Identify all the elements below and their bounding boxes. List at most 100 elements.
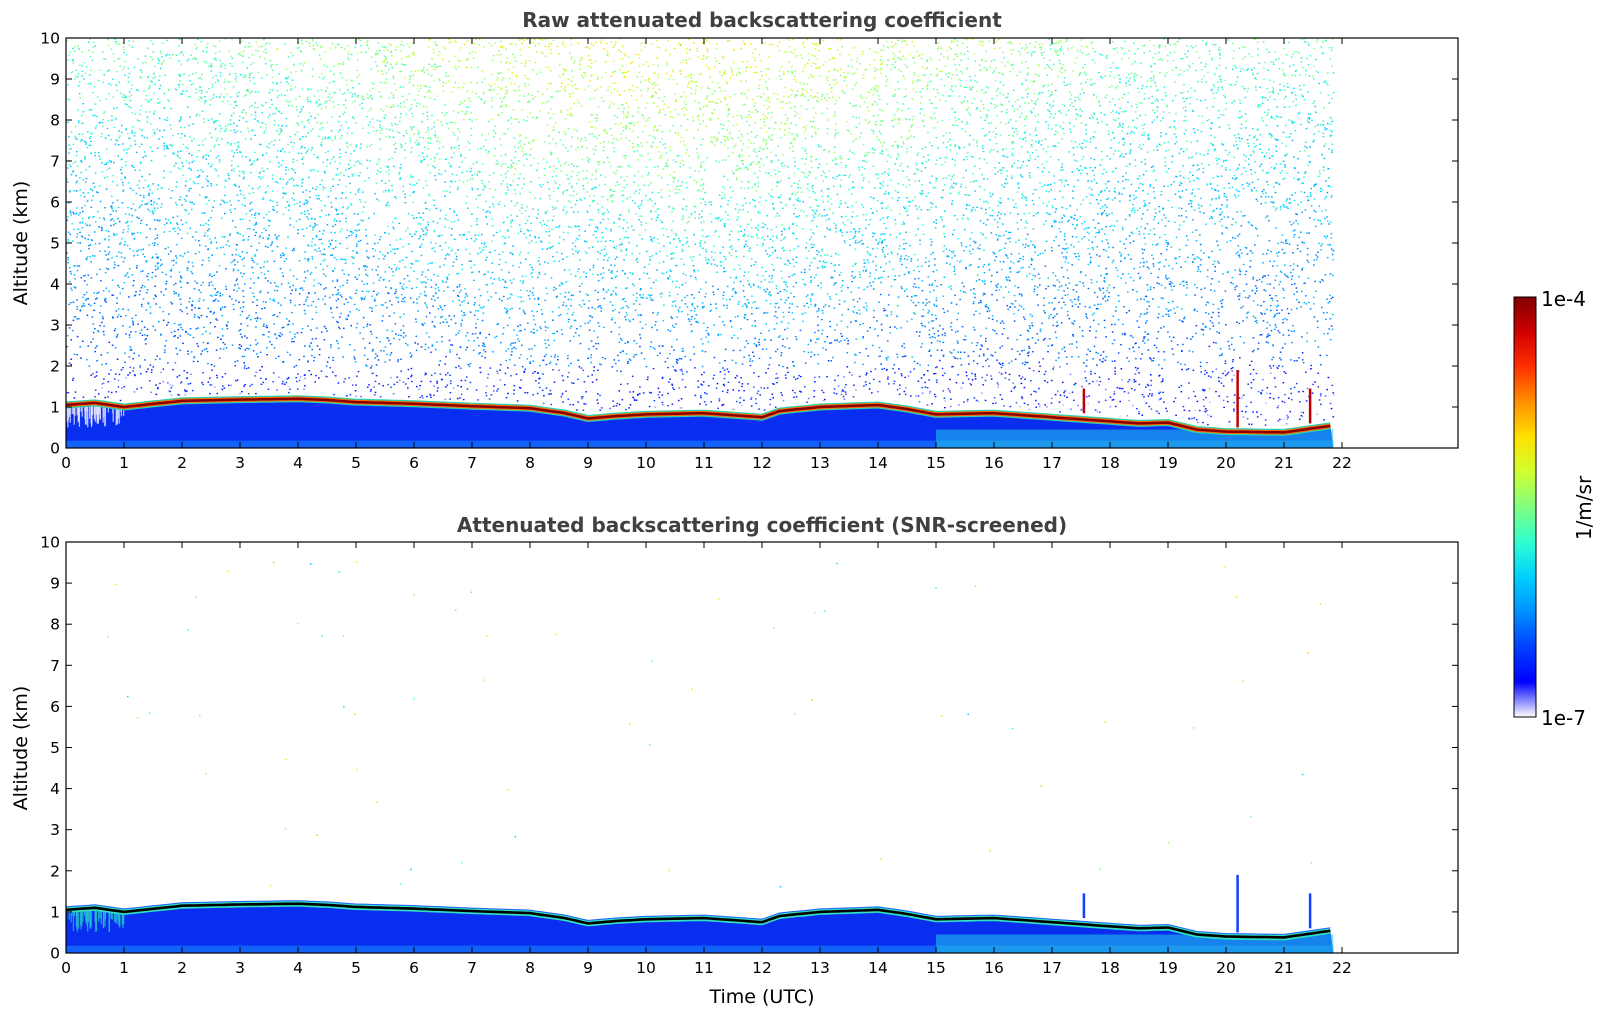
noise-point [985,337,987,340]
noise-point [1063,290,1065,292]
noise-point [214,288,216,290]
noise-point [1166,60,1169,62]
noise-point [403,300,406,303]
noise-point [256,316,259,319]
noise-point [957,330,959,332]
noise-point [673,388,675,391]
noise-point [289,286,291,288]
noise-point [713,137,716,139]
noise-point [429,312,431,314]
noise-point [225,324,228,326]
noise-point [504,153,507,156]
noise-point [524,210,527,212]
noise-point [362,219,364,222]
noise-point [621,58,624,60]
noise-point [1130,72,1133,75]
noise-point [847,343,849,345]
noise-point [1174,81,1176,83]
noise-point [1228,348,1231,350]
noise-point [1082,155,1085,158]
noise-point [989,151,991,153]
noise-point [1304,172,1306,174]
noise-point [1190,87,1192,89]
noise-point [904,88,907,90]
noise-point [328,356,330,359]
noise-point [326,121,329,124]
noise-point [805,125,807,127]
noise-point [261,232,263,234]
noise-point [457,272,459,275]
noise-point [1209,217,1211,220]
noise-point [273,124,276,126]
noise-point [147,184,150,186]
noise-point [1254,171,1257,174]
noise-point [182,255,184,258]
noise-point [1329,318,1332,320]
noise-point [1029,154,1032,157]
noise-point [345,237,348,239]
noise-point [598,134,601,136]
noise-point [949,95,952,97]
noise-point [800,171,803,173]
noise-point [216,79,219,81]
noise-point [152,43,154,45]
noise-point [1211,187,1213,190]
noise-point [311,355,313,357]
noise-point [110,224,112,227]
noise-point [432,295,435,297]
noise-point [804,137,807,140]
noise-point [140,329,143,331]
noise-point [1316,320,1319,322]
noise-point [289,224,292,226]
noise-point [101,363,103,366]
noise-point [280,304,282,306]
noise-point [534,371,536,373]
noise-point [667,236,669,238]
noise-point [343,104,345,106]
noise-point [1152,243,1154,246]
noise-point [585,272,588,275]
noise-point [142,248,145,250]
noise-point [1126,132,1129,135]
noise-point [855,126,858,128]
noise-point [1322,312,1325,314]
noise-point [293,142,295,144]
noise-point [954,64,957,66]
noise-point [426,229,429,231]
noise-point [128,96,131,98]
noise-point [1211,217,1213,219]
noise-point [1051,247,1053,249]
noise-point [241,336,243,338]
noise-point [623,53,626,55]
noise-point [236,149,238,151]
noise-point [1306,120,1309,122]
noise-point [1097,222,1100,224]
noise-point [270,99,273,101]
noise-point [982,127,984,130]
noise-point [757,390,760,392]
noise-point [470,225,473,227]
noise-point [232,112,235,114]
noise-point [362,326,365,329]
noise-point [754,109,757,111]
noise-point [386,203,388,206]
noise-point [1160,253,1162,255]
noise-point [340,336,343,338]
noise-point [572,382,575,385]
noise-point [303,203,305,206]
noise-point [845,215,848,217]
noise-point [514,342,516,344]
noise-point [523,233,526,235]
noise-point [375,53,377,55]
noise-point [430,241,432,244]
noise-point [589,98,592,100]
noise-point [1175,257,1178,260]
noise-point [116,199,119,201]
noise-point [503,133,505,135]
noise-point [1253,349,1255,352]
noise-point [628,106,630,108]
noise-point [99,99,101,102]
noise-point [918,270,921,273]
noise-point [493,278,496,280]
noise-point [551,219,554,222]
